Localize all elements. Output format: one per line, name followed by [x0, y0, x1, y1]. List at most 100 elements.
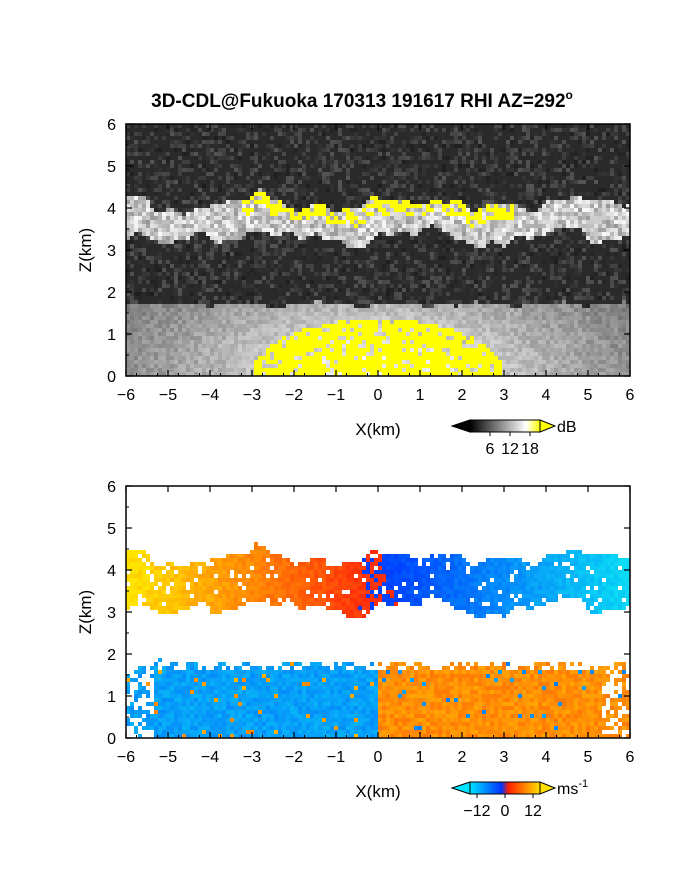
reflectivity-pixel [198, 208, 202, 212]
reflectivity-pixel [534, 308, 538, 312]
reflectivity-pixel [438, 204, 442, 208]
reflectivity-pixel [398, 200, 402, 204]
reflectivity-pixel [578, 128, 582, 132]
reflectivity-pixel [166, 320, 170, 324]
reflectivity-pixel [570, 196, 574, 200]
reflectivity-pixel [406, 228, 410, 232]
reflectivity-pixel [554, 332, 558, 336]
reflectivity-pixel [390, 240, 394, 244]
reflectivity-pixel [494, 164, 498, 168]
reflectivity-pixel [282, 208, 286, 212]
reflectivity-pixel [142, 152, 146, 156]
reflectivity-pixel [170, 132, 174, 136]
reflectivity-pixel [426, 304, 430, 308]
reflectivity-pixel [394, 188, 398, 192]
reflectivity-pixel [494, 304, 498, 308]
reflectivity-pixel [574, 128, 578, 132]
reflectivity-pixel [234, 220, 238, 224]
reflectivity-pixel [390, 136, 394, 140]
reflectivity-pixel [610, 284, 614, 288]
reflectivity-pixel [474, 136, 478, 140]
reflectivity-pixel [474, 304, 478, 308]
reflectivity-pixel [378, 184, 382, 188]
reflectivity-pixel [430, 124, 434, 128]
reflectivity-pixel [242, 308, 246, 312]
reflectivity-pixel [550, 196, 554, 200]
reflectivity-pixel [614, 148, 618, 152]
reflectivity-pixel [558, 164, 562, 168]
reflectivity-pixel [466, 280, 470, 284]
reflectivity-pixel [562, 336, 566, 340]
reflectivity-pixel [266, 320, 270, 324]
reflectivity-pixel [410, 280, 414, 284]
reflectivity-pixel [422, 344, 426, 348]
reflectivity-pixel [586, 244, 590, 248]
reflectivity-pixel [154, 124, 158, 128]
reflectivity-pixel [318, 232, 322, 236]
reflectivity-pixel [482, 304, 486, 308]
reflectivity-pixel [470, 232, 474, 236]
reflectivity-pixel [594, 304, 598, 308]
reflectivity-pixel [362, 136, 366, 140]
reflectivity-pixel [278, 216, 282, 220]
reflectivity-pixel [486, 192, 490, 196]
reflectivity-pixel [614, 304, 618, 308]
reflectivity-pixel [270, 332, 274, 336]
reflectivity-pixel [178, 216, 182, 220]
reflectivity-pixel [518, 232, 522, 236]
reflectivity-pixel [274, 228, 278, 232]
reflectivity-pixel [198, 328, 202, 332]
reflectivity-pixel [574, 328, 578, 332]
reflectivity-pixel [134, 228, 138, 232]
reflectivity-pixel [234, 200, 238, 204]
reflectivity-pixel [286, 272, 290, 276]
reflectivity-pixel [422, 156, 426, 160]
reflectivity-pixel [334, 140, 338, 144]
reflectivity-pixel [310, 164, 314, 168]
reflectivity-pixel [330, 204, 334, 208]
reflectivity-pixel [590, 136, 594, 140]
reflectivity-pixel [210, 224, 214, 228]
reflectivity-pixel [266, 252, 270, 256]
reflectivity-pixel [174, 148, 178, 152]
reflectivity-pixel [274, 300, 278, 304]
reflectivity-pixel [322, 176, 326, 180]
reflectivity-pixel [578, 316, 582, 320]
reflectivity-pixel [258, 164, 262, 168]
reflectivity-pixel [230, 184, 234, 188]
reflectivity-pixel [246, 208, 250, 212]
reflectivity-pixel [414, 340, 418, 344]
reflectivity-pixel [602, 292, 606, 296]
reflectivity-pixel [378, 188, 382, 192]
reflectivity-pixel [418, 328, 422, 332]
reflectivity-pixel [442, 204, 446, 208]
reflectivity-pixel [550, 336, 554, 340]
reflectivity-pixel [570, 260, 574, 264]
reflectivity-pixel [358, 256, 362, 260]
reflectivity-pixel [430, 236, 434, 240]
reflectivity-pixel [370, 244, 374, 248]
reflectivity-pixel [582, 176, 586, 180]
reflectivity-pixel [418, 180, 422, 184]
reflectivity-pixel [494, 208, 498, 212]
reflectivity-pixel [466, 324, 470, 328]
reflectivity-pixel [258, 212, 262, 216]
reflectivity-pixel [198, 344, 202, 348]
reflectivity-pixel [146, 240, 150, 244]
reflectivity-pixel [614, 208, 618, 212]
reflectivity-pixel [370, 264, 374, 268]
reflectivity-pixel [326, 284, 330, 288]
reflectivity-pixel [426, 232, 430, 236]
reflectivity-pixel [398, 288, 402, 292]
reflectivity-pixel [578, 324, 582, 328]
reflectivity-pixel [222, 252, 226, 256]
reflectivity-pixel [522, 316, 526, 320]
reflectivity-pixel [378, 300, 382, 304]
reflectivity-pixel [594, 308, 598, 312]
reflectivity-pixel [182, 264, 186, 268]
reflectivity-pixel [194, 316, 198, 320]
reflectivity-pixel [418, 312, 422, 316]
reflectivity-pixel [402, 268, 406, 272]
reflectivity-pixel [538, 312, 542, 316]
reflectivity-pixel [542, 276, 546, 280]
